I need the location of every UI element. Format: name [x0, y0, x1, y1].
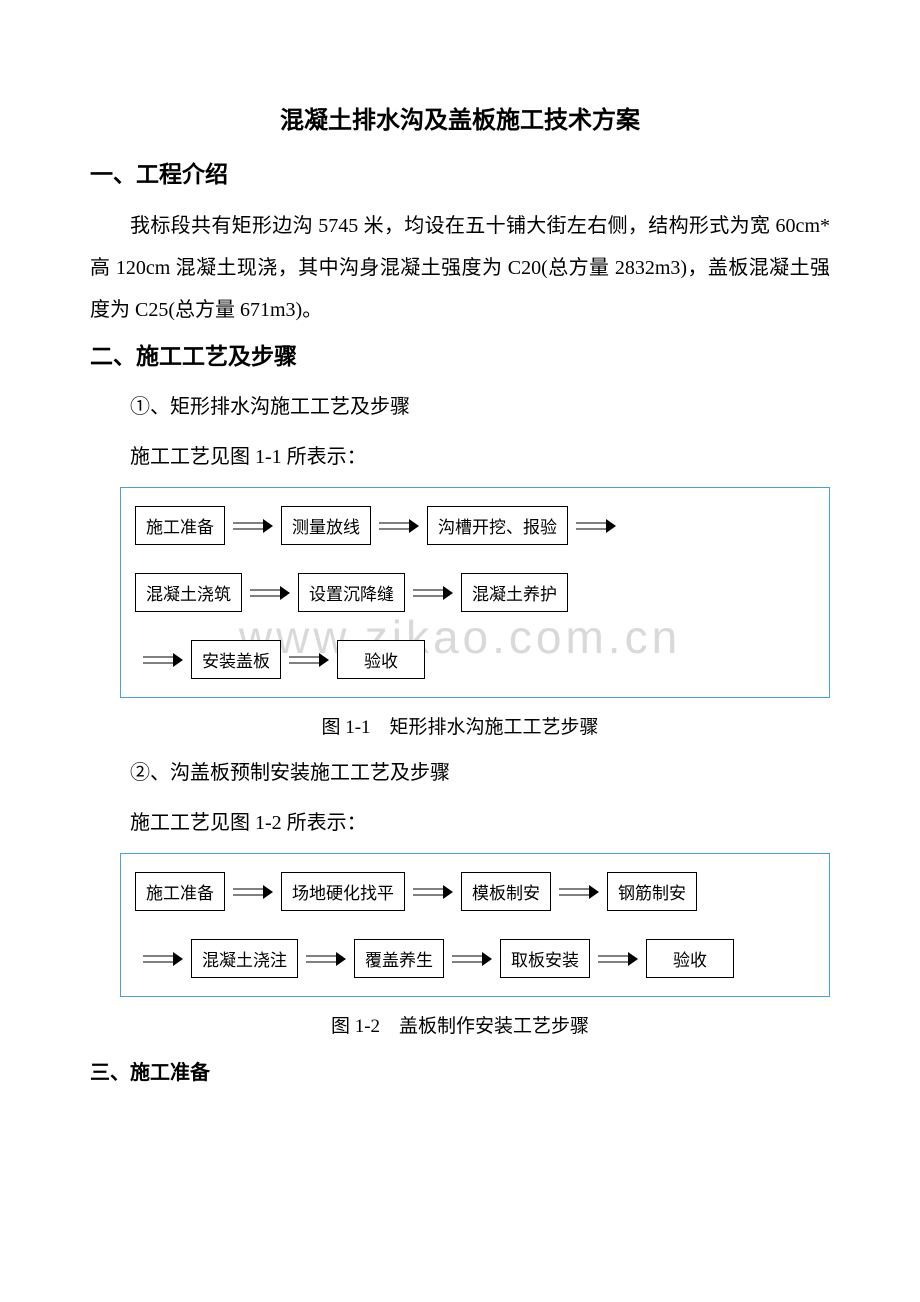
- flow-box: 混凝土浇注: [191, 939, 298, 978]
- arrow-icon: [143, 952, 183, 966]
- flow-box: 模板制安: [461, 872, 551, 911]
- section1-heading: 一、工程介绍: [90, 155, 830, 189]
- flow-box: 覆盖养生: [354, 939, 444, 978]
- arrow-icon: [233, 519, 273, 533]
- flow-box: 场地硬化找平: [281, 872, 405, 911]
- page-title: 混凝土排水沟及盖板施工技术方案: [90, 100, 830, 135]
- flow-box: 施工准备: [135, 506, 225, 545]
- flow-row: 混凝土浇筑 设置沉降缝 混凝土养护: [135, 573, 815, 612]
- section1-paragraph: 我标段共有矩形边沟 5745 米，均设在五十铺大街左右侧，结构形式为宽 60cm…: [90, 205, 830, 331]
- section2-sub2-pre: 施工工艺见图 1-2 所表示：: [130, 803, 830, 843]
- section2-sub1-pre: 施工工艺见图 1-1 所表示：: [130, 437, 830, 477]
- flow-box: 验收: [337, 640, 425, 679]
- fig2-caption: 图 1-2 盖板制作安装工艺步骤: [90, 1011, 830, 1038]
- section2-heading: 二、施工工艺及步骤: [90, 337, 830, 371]
- flow-row: 混凝土浇注 覆盖养生 取板安装 验收: [135, 939, 815, 978]
- arrow-icon: [250, 586, 290, 600]
- section3-heading: 三、施工准备: [90, 1056, 830, 1085]
- flowchart-2: 施工准备 场地硬化找平 模板制安 钢筋制安混凝土浇注 覆盖养生 取板安装 验收: [120, 853, 830, 997]
- flowchart-1: 施工准备 测量放线 沟槽开挖、报验混凝土浇筑 设置沉降缝 混凝土养护安装盖板 验收: [120, 487, 830, 698]
- arrow-icon: [413, 586, 453, 600]
- arrow-icon: [452, 952, 492, 966]
- arrow-icon: [289, 653, 329, 667]
- arrow-icon: [413, 885, 453, 899]
- fig1-caption: 图 1-1 矩形排水沟施工工艺步骤: [90, 712, 830, 739]
- flow-box: 钢筋制安: [607, 872, 697, 911]
- section2-sub1: ①、矩形排水沟施工工艺及步骤: [130, 387, 830, 427]
- arrow-icon: [576, 519, 616, 533]
- flow-box: 设置沉降缝: [298, 573, 405, 612]
- flow-box: 测量放线: [281, 506, 371, 545]
- flow-row: 施工准备 场地硬化找平 模板制安 钢筋制安: [135, 872, 815, 911]
- arrow-icon: [143, 653, 183, 667]
- arrow-icon: [306, 952, 346, 966]
- document-content: 混凝土排水沟及盖板施工技术方案 一、工程介绍 我标段共有矩形边沟 5745 米，…: [90, 100, 830, 1085]
- flow-box: 混凝土浇筑: [135, 573, 242, 612]
- flow-row: 施工准备 测量放线 沟槽开挖、报验: [135, 506, 815, 545]
- arrow-icon: [559, 885, 599, 899]
- arrow-icon: [233, 885, 273, 899]
- flow-box: 取板安装: [500, 939, 590, 978]
- flow-row: 安装盖板 验收: [135, 640, 815, 679]
- flow-box: 施工准备: [135, 872, 225, 911]
- flow-box: 安装盖板: [191, 640, 281, 679]
- flow-box: 混凝土养护: [461, 573, 568, 612]
- arrow-icon: [598, 952, 638, 966]
- flow-box: 验收: [646, 939, 734, 978]
- flow-box: 沟槽开挖、报验: [427, 506, 568, 545]
- section2-sub2: ②、沟盖板预制安装施工工艺及步骤: [130, 753, 830, 793]
- arrow-icon: [379, 519, 419, 533]
